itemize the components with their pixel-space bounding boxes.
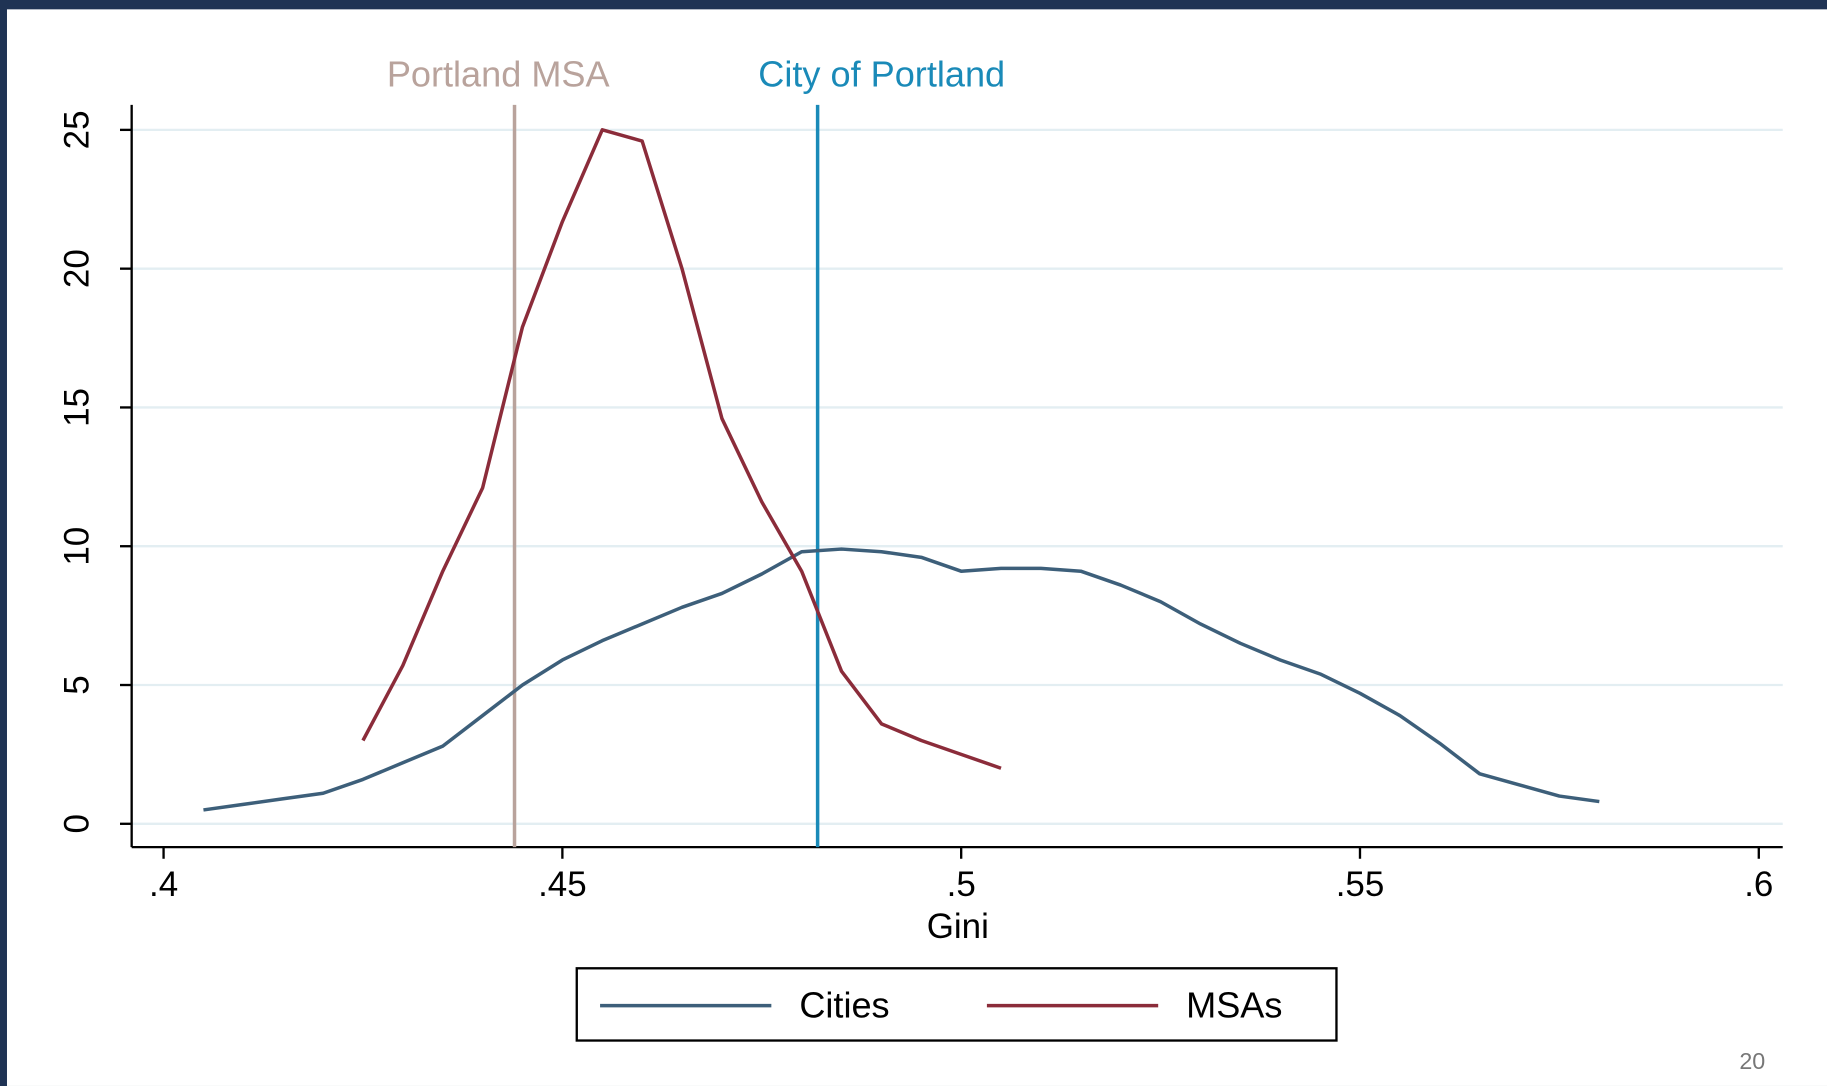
legend-label: Cities bbox=[799, 984, 889, 1025]
y-tick-label: 0 bbox=[57, 814, 96, 833]
x-tick-label: .45 bbox=[538, 865, 587, 904]
series-line bbox=[203, 547, 1600, 812]
reference-label: Portland MSA bbox=[387, 53, 611, 94]
page-number: 20 bbox=[1739, 1048, 1765, 1074]
y-tick-label: 20 bbox=[57, 249, 96, 288]
x-axis-label: Gini bbox=[927, 907, 989, 946]
x-tick-label: .5 bbox=[947, 865, 976, 904]
y-tick-label: 25 bbox=[57, 110, 96, 149]
y-tick-label: 15 bbox=[57, 388, 96, 427]
legend-label: MSAs bbox=[1186, 984, 1282, 1025]
x-tick-label: .55 bbox=[1336, 865, 1385, 904]
reference-label: City of Portland bbox=[758, 53, 1005, 94]
y-tick-label: 10 bbox=[57, 527, 96, 566]
slide-background bbox=[6, 9, 1827, 1086]
y-tick-label: 5 bbox=[57, 675, 96, 694]
series-line bbox=[361, 128, 1002, 770]
x-tick-label: .6 bbox=[1744, 865, 1773, 904]
x-tick-label: .4 bbox=[149, 865, 178, 904]
